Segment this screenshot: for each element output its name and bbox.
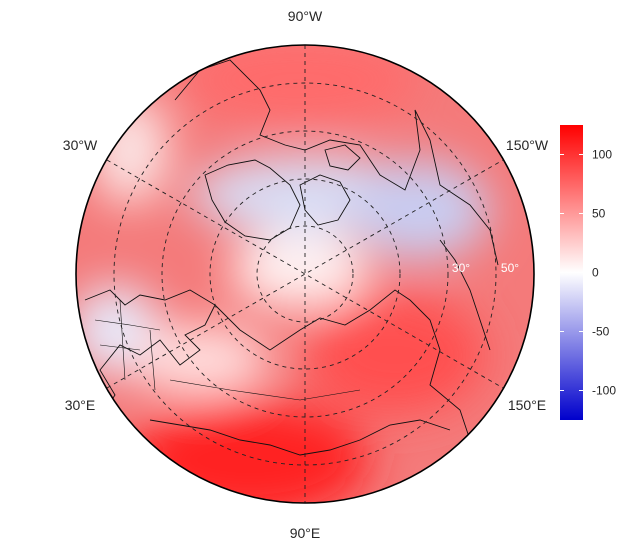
colorbar-ticks: 100 50 0 -50 -100 (560, 148, 616, 398)
colorbar-tick-label: 100 (592, 148, 612, 162)
lon-label-150w: 150°W (506, 137, 549, 153)
north-america-coast (174, 59, 499, 266)
colorbar-tick-label: 50 (592, 207, 606, 221)
lon-label-30e: 30°E (65, 397, 96, 413)
canadian-archipelago (299, 144, 361, 226)
greenland-coast (204, 159, 301, 241)
lon-label-30w: 30°W (63, 137, 98, 153)
colorbar-tick-label: -100 (592, 384, 616, 398)
lon-label-150e: 150°E (508, 397, 546, 413)
country-borders (94, 299, 361, 401)
colorbar: 100 50 0 -50 -100 (560, 125, 616, 420)
colorbar-tick-label: 0 (592, 266, 599, 280)
lon-label-90w: 90°W (288, 8, 323, 24)
lon-label-90e: 90°E (290, 525, 321, 541)
coastlines (84, 59, 499, 456)
asia-interior (149, 419, 451, 456)
graticule (106, 45, 504, 503)
lat-circle-70 (256, 225, 354, 323)
lat-circle-50 (209, 178, 401, 370)
europe-coast (84, 289, 216, 411)
colorbar-ramp (560, 125, 583, 420)
lat-label-30: 30° (452, 261, 470, 275)
asia-coast (214, 289, 471, 441)
lat-label-50: 50° (501, 261, 519, 275)
map-frame (75, 44, 535, 504)
kamchatka (439, 239, 491, 351)
field-shading (76, 45, 534, 503)
colorbar-tick-label: -50 (592, 325, 610, 339)
